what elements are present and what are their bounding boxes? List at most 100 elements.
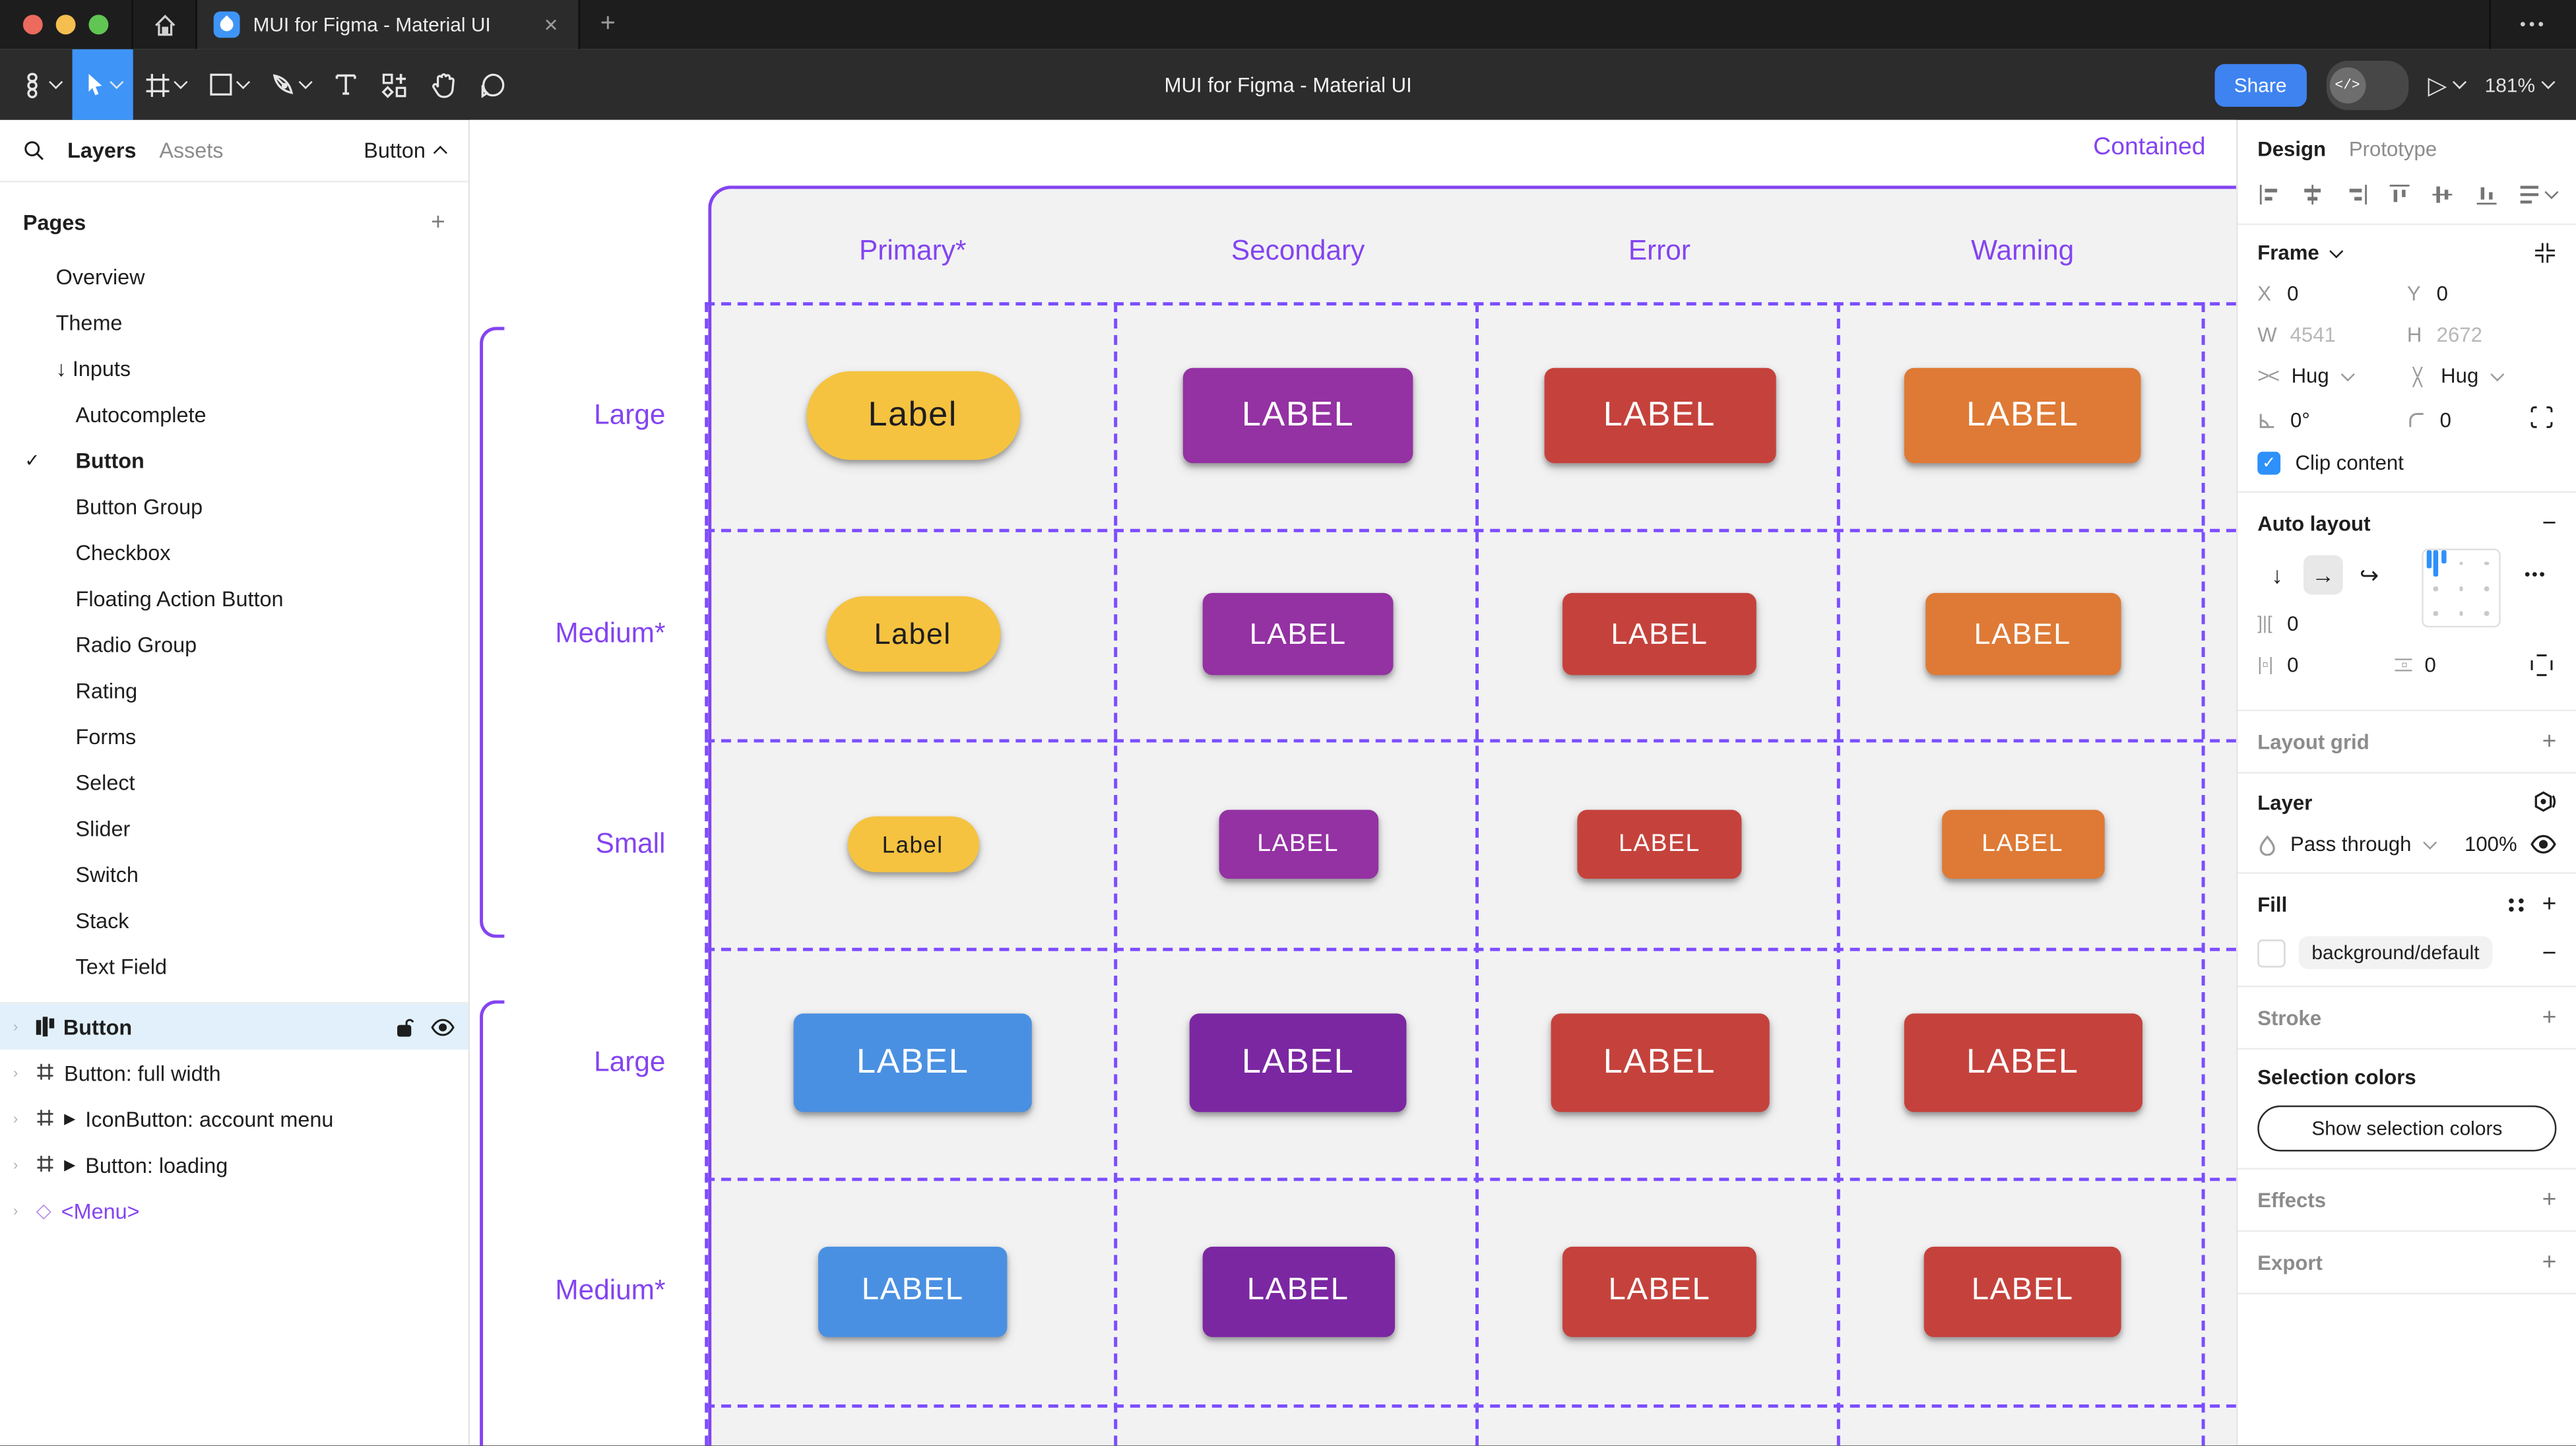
mui-button-error-medium[interactable]: LABEL: [1562, 592, 1756, 676]
align-top-icon[interactable]: [2387, 182, 2412, 206]
align-vertical-center-icon[interactable]: [2430, 182, 2455, 206]
component-selector[interactable]: Button: [364, 138, 447, 163]
tab-layers[interactable]: Layers: [67, 138, 137, 163]
add-effect-button[interactable]: +: [2542, 1185, 2557, 1214]
vertical-resizing-dropdown[interactable]: >< Hug: [2406, 365, 2557, 388]
page-item-overview[interactable]: Overview: [0, 253, 468, 299]
alignment-matrix[interactable]: [2422, 548, 2501, 628]
shape-tool-chevron-icon[interactable]: [236, 75, 251, 90]
fill-color-swatch[interactable]: [2257, 939, 2286, 967]
dev-mode-toggle[interactable]: </>: [2326, 59, 2408, 110]
mui-button-primary-medium[interactable]: Label: [825, 596, 1000, 672]
clip-content-row[interactable]: ✓ Clip content: [2257, 451, 2556, 475]
mui-button-warning-large[interactable]: LABEL: [1903, 1013, 2142, 1112]
align-horizontal-center-icon[interactable]: [2301, 182, 2325, 206]
tab-assets[interactable]: Assets: [159, 138, 224, 163]
tab-prototype[interactable]: Prototype: [2348, 138, 2437, 162]
home-button[interactable]: [133, 0, 197, 49]
canvas[interactable]: Contained Primary* Secondary Error Warning …: [470, 119, 2236, 1446]
align-right-icon[interactable]: [2344, 182, 2368, 206]
add-fill-button[interactable]: +: [2542, 890, 2557, 918]
expand-layer-chevron-icon[interactable]: ›: [13, 1018, 18, 1035]
page-item-inputs[interactable]: ↓ Inputs: [0, 345, 468, 391]
rotation-field[interactable]: 0°: [2257, 408, 2407, 431]
window-more-menu[interactable]: •••: [2489, 0, 2576, 49]
auto-layout-more-button[interactable]: •••: [2524, 565, 2547, 584]
mui-button-error-medium[interactable]: LABEL: [1562, 1245, 1756, 1336]
corner-radius-field[interactable]: 0: [2407, 406, 2557, 433]
page-item-forms[interactable]: Forms: [0, 713, 468, 759]
page-item-autocomplete[interactable]: Autocomplete: [0, 391, 468, 437]
layout-wrap-button[interactable]: ↩: [2359, 561, 2379, 588]
page-item-button-group[interactable]: Button Group: [0, 483, 468, 529]
mui-button-primary-large[interactable]: LABEL: [793, 1013, 1032, 1112]
mui-button-secondary-large[interactable]: LABEL: [1182, 367, 1413, 464]
minimize-window-button[interactable]: [55, 15, 76, 35]
present-button[interactable]: ▷: [2428, 70, 2467, 100]
mui-button-error-small[interactable]: LABEL: [1577, 809, 1742, 878]
layer-row-button[interactable]: › Button: [0, 1003, 468, 1050]
mui-button-error-large[interactable]: LABEL: [1550, 1013, 1769, 1112]
mui-button-warning-medium[interactable]: LABEL: [1923, 1245, 2121, 1336]
close-tab-icon[interactable]: ✕: [543, 15, 559, 36]
page-item-switch[interactable]: Switch: [0, 851, 468, 897]
distribute-menu[interactable]: [2517, 182, 2559, 206]
layer-row--menu-[interactable]: › ◇ <Menu>: [0, 1187, 468, 1234]
height-field[interactable]: H 2672: [2406, 323, 2482, 347]
collapse-frame-icon[interactable]: [2534, 241, 2557, 265]
mui-button-secondary-medium[interactable]: LABEL: [1202, 592, 1394, 676]
layout-direction-horizontal-button[interactable]: →: [2303, 555, 2343, 595]
pen-tool-button[interactable]: [259, 49, 322, 120]
horizontal-resizing-dropdown[interactable]: >< Hug: [2257, 365, 2407, 388]
add-page-button[interactable]: +: [430, 208, 445, 237]
page-item-button[interactable]: ✓ Button: [0, 437, 468, 483]
layer-visibility-eye-icon[interactable]: [2530, 834, 2557, 854]
blend-mode-dropdown[interactable]: Pass through: [2290, 833, 2412, 856]
new-tab-button[interactable]: +: [600, 9, 616, 38]
page-item-floating-action-button[interactable]: Floating Action Button: [0, 575, 468, 621]
move-tool-button[interactable]: [72, 49, 133, 120]
vertical-padding-field[interactable]: |▫| 0: [2393, 654, 2436, 677]
present-chevron-icon[interactable]: [2453, 75, 2467, 90]
mui-button-warning-medium[interactable]: LABEL: [1925, 592, 2121, 676]
zoom-level-control[interactable]: 181%: [2485, 73, 2556, 96]
close-window-button[interactable]: [22, 15, 43, 35]
expand-layer-chevron-icon[interactable]: ›: [13, 1156, 18, 1173]
mui-button-warning-small[interactable]: LABEL: [1941, 809, 2104, 878]
add-layout-grid-button[interactable]: +: [2542, 728, 2557, 756]
expand-layer-chevron-icon[interactable]: ›: [13, 1110, 18, 1127]
text-tool-button[interactable]: [322, 49, 370, 120]
comment-tool-button[interactable]: [468, 49, 518, 120]
mui-button-warning-large[interactable]: LABEL: [1904, 367, 2141, 464]
layer-row-button-full-width[interactable]: › Button: full width: [0, 1050, 468, 1096]
share-button[interactable]: Share: [2214, 63, 2307, 106]
blend-layer-icon[interactable]: [2532, 790, 2556, 815]
fill-token-chip[interactable]: background/default: [2298, 936, 2493, 970]
width-field[interactable]: W 4541: [2257, 323, 2336, 347]
horizontal-padding-field[interactable]: |▫| 0: [2257, 654, 2299, 677]
opacity-field[interactable]: 100%: [2464, 833, 2517, 856]
page-item-checkbox[interactable]: Checkbox: [0, 529, 468, 575]
page-item-rating[interactable]: Rating: [0, 667, 468, 713]
page-item-slider[interactable]: Slider: [0, 805, 468, 851]
mui-button-primary-small[interactable]: Label: [847, 815, 979, 871]
mui-button-error-large[interactable]: LABEL: [1543, 367, 1776, 464]
mui-button-secondary-small[interactable]: LABEL: [1218, 809, 1378, 878]
align-bottom-icon[interactable]: [2474, 182, 2498, 206]
eye-icon[interactable]: [430, 1018, 455, 1036]
show-selection-colors-button[interactable]: Show selection colors: [2257, 1105, 2557, 1152]
expand-layer-chevron-icon[interactable]: ›: [13, 1064, 18, 1081]
move-tool-chevron-icon[interactable]: [110, 75, 124, 90]
gap-field[interactable]: ]|[ 0: [2257, 612, 2299, 636]
unlock-icon[interactable]: [396, 1016, 414, 1037]
pen-tool-chevron-icon[interactable]: [298, 75, 313, 90]
page-item-radio-group[interactable]: Radio Group: [0, 621, 468, 667]
page-item-stack[interactable]: Stack: [0, 897, 468, 943]
styles-icon[interactable]: [2509, 897, 2526, 911]
frame-section-title[interactable]: Frame: [2257, 241, 2319, 265]
align-left-icon[interactable]: [2257, 182, 2282, 206]
layer-row-iconbutton-account-menu[interactable]: › ▶ IconButton: account menu: [0, 1096, 468, 1142]
resources-tool-button[interactable]: [370, 49, 419, 120]
